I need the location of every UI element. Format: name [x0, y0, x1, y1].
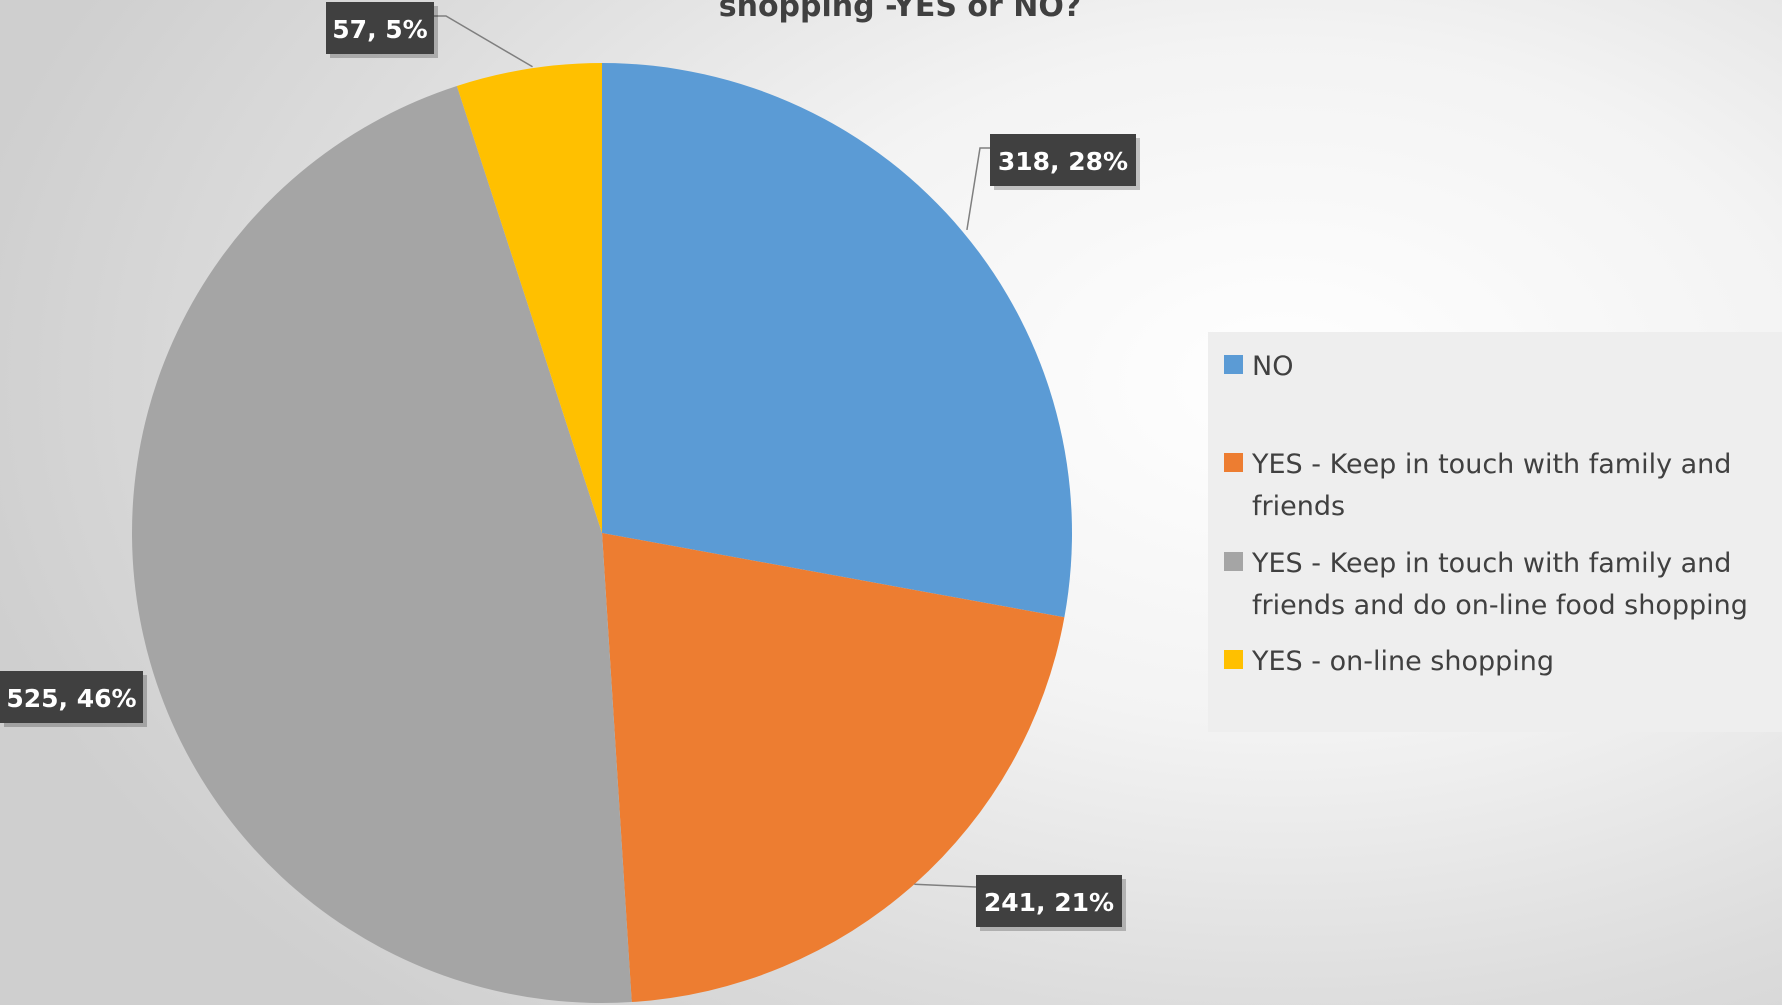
data-label-keep-in-touch-and-food-shopping: 525, 46% — [0, 671, 147, 727]
data-label-no: 318, 28% — [990, 134, 1140, 190]
leader-line-no — [966, 147, 990, 231]
chart-legend: NO YES - Keep in touch with family and f… — [1208, 332, 1782, 732]
legend-item-keep-in-touch-and-food-shopping: YES - Keep in touch with family and frie… — [1224, 543, 1774, 627]
slice-keep-in-touch-and-food-shopping — [132, 85, 632, 1003]
data-label-keep-in-touch: 241, 21% — [976, 875, 1126, 931]
data-label-text: 318, 28% — [998, 147, 1128, 176]
legend-swatch — [1224, 355, 1243, 374]
legend-label: YES - Keep in touch with family and frie… — [1252, 449, 1732, 522]
legend-label: YES - on-line shopping — [1252, 646, 1555, 677]
chart-title: shopping -YES or NO? — [718, 0, 1082, 24]
data-label-online-shopping: 57, 5% — [326, 2, 438, 58]
legend-swatch — [1224, 453, 1243, 472]
legend-item-no: NO — [1224, 346, 1774, 388]
legend-label: NO — [1252, 351, 1294, 382]
legend-item-keep-in-touch: YES - Keep in touch with family and frie… — [1224, 444, 1774, 528]
slice-no — [602, 63, 1072, 618]
slice-online-shopping — [456, 63, 602, 533]
legend-swatch — [1224, 650, 1243, 669]
legend-item-online-shopping: YES - on-line shopping — [1224, 641, 1774, 683]
data-label-text: 241, 21% — [984, 888, 1114, 917]
legend-swatch — [1224, 552, 1243, 571]
data-label-text: 525, 46% — [6, 684, 136, 713]
data-label-text: 57, 5% — [332, 15, 427, 44]
leader-line-online-shopping — [434, 15, 533, 68]
legend-label: YES - Keep in touch with family and frie… — [1252, 548, 1748, 621]
leader-line-keep-in-touch — [914, 883, 977, 888]
slice-keep-in-touch — [602, 533, 1065, 1003]
